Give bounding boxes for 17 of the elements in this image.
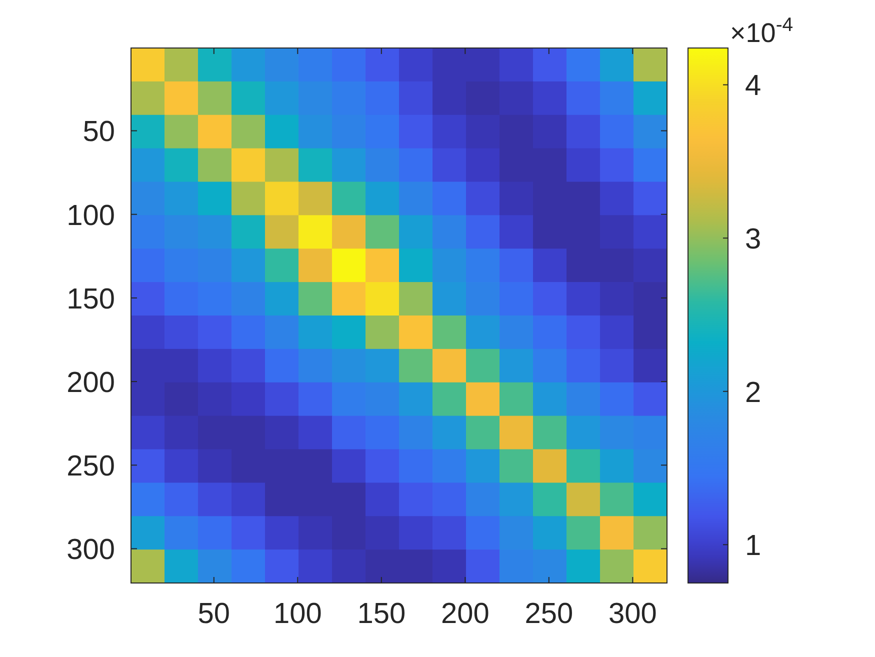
color-bar-label: 2 xyxy=(745,376,762,409)
x-tick-label: 250 xyxy=(524,598,574,630)
y-tick-label: 100 xyxy=(66,200,115,232)
color-bar-title: ×10$^{-4}$ xyxy=(730,14,794,48)
y-tick-label: 250 xyxy=(66,450,115,483)
x-tick-label: 100 xyxy=(273,598,322,630)
y-tick-label: 300 xyxy=(66,534,115,566)
color-bar-label: 3 xyxy=(745,224,762,256)
x-tick-label: 300 xyxy=(608,598,657,630)
x-tick-label: 200 xyxy=(440,598,490,630)
x-tick-label: 50 xyxy=(198,598,230,630)
x-tick-label: 150 xyxy=(357,598,406,630)
y-tick-label: 150 xyxy=(66,283,115,316)
y-tick-label: 200 xyxy=(66,366,115,399)
y-tick-label: 50 xyxy=(82,116,115,148)
color-bar-label: 4 xyxy=(745,70,762,102)
color-bar-label: 1 xyxy=(745,530,762,562)
